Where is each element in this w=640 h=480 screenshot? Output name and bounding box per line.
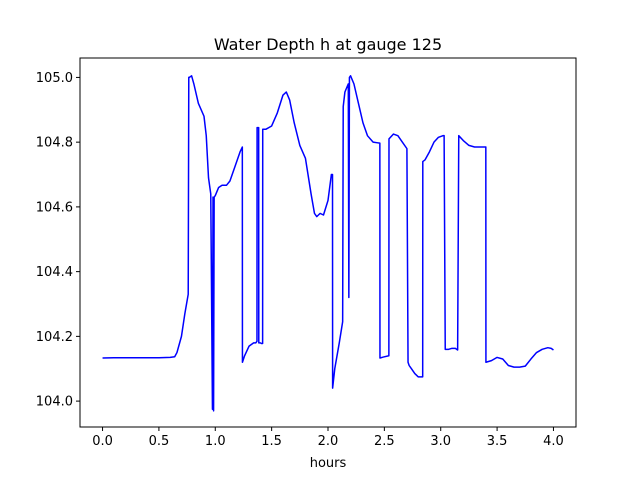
x-tick-label: 2.5 [374, 434, 395, 449]
x-tick-label: 0.5 [149, 434, 170, 449]
x-axis-label: hours [310, 456, 347, 471]
y-tick-label: 105.0 [36, 71, 73, 86]
y-axis: 104.0 104.2 104.4 104.6 104.8 105.0 [36, 71, 80, 410]
chart-title: Water Depth h at gauge 125 [214, 35, 442, 54]
plot-series [102, 75, 554, 412]
y-tick-label: 104.2 [36, 330, 73, 345]
x-tick-label: 1.0 [205, 434, 226, 449]
y-tick-label: 104.8 [36, 136, 73, 151]
x-tick-label: 0.0 [92, 434, 113, 449]
x-tick-label: 4.0 [543, 434, 564, 449]
x-tick-label: 3.0 [430, 434, 451, 449]
x-tick-label: 2.0 [318, 434, 339, 449]
x-tick-label: 1.5 [261, 434, 282, 449]
y-tick-label: 104.6 [36, 200, 73, 215]
y-tick-label: 104.0 [36, 395, 73, 410]
x-tick-label: 3.5 [487, 434, 508, 449]
series-line-0 [102, 75, 554, 412]
x-axis: 0.0 0.5 1.0 1.5 2.0 2.5 3.0 3.5 4.0 [92, 427, 564, 449]
plot-frame [79, 57, 577, 428]
y-tick-label: 104.4 [36, 265, 73, 280]
